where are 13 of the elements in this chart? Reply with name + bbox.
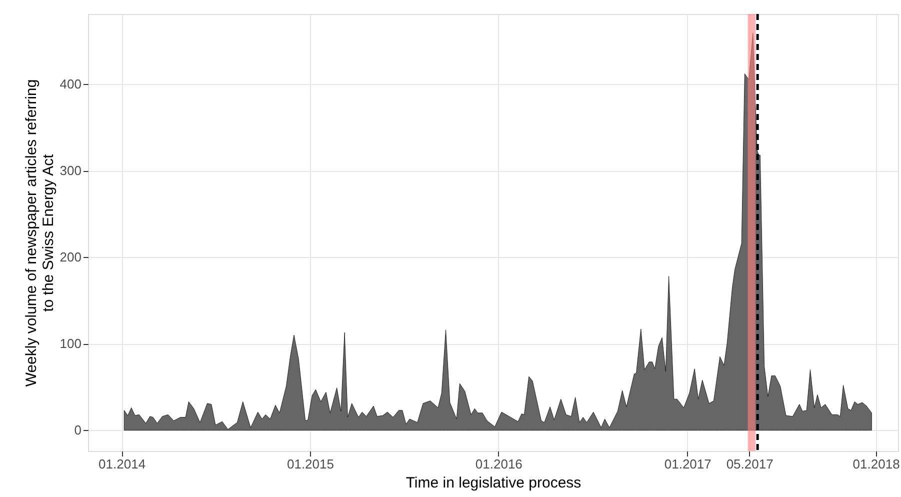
y-tick-label: 100 [60,336,82,352]
y-axis-title: Weekly volume of newspaper articles referring to the Swiss Energy Act [22,79,57,387]
x-tick-label: 05.2017 [726,456,774,472]
y-tick-label: 0 [74,422,82,438]
x-tick-label: 01.2015 [286,456,334,472]
y-tick-label: 400 [60,76,82,92]
x-tick-label: 01.2017 [664,456,712,472]
x-tick-label: 01.2016 [475,456,522,472]
x-axis-title: Time in legislative process [406,474,582,492]
y-tick-label: 200 [60,250,82,265]
x-tick-label: 01.2014 [98,456,146,472]
x-tick-label: 01.2018 [852,456,900,472]
y-tick-label: 300 [60,163,82,178]
